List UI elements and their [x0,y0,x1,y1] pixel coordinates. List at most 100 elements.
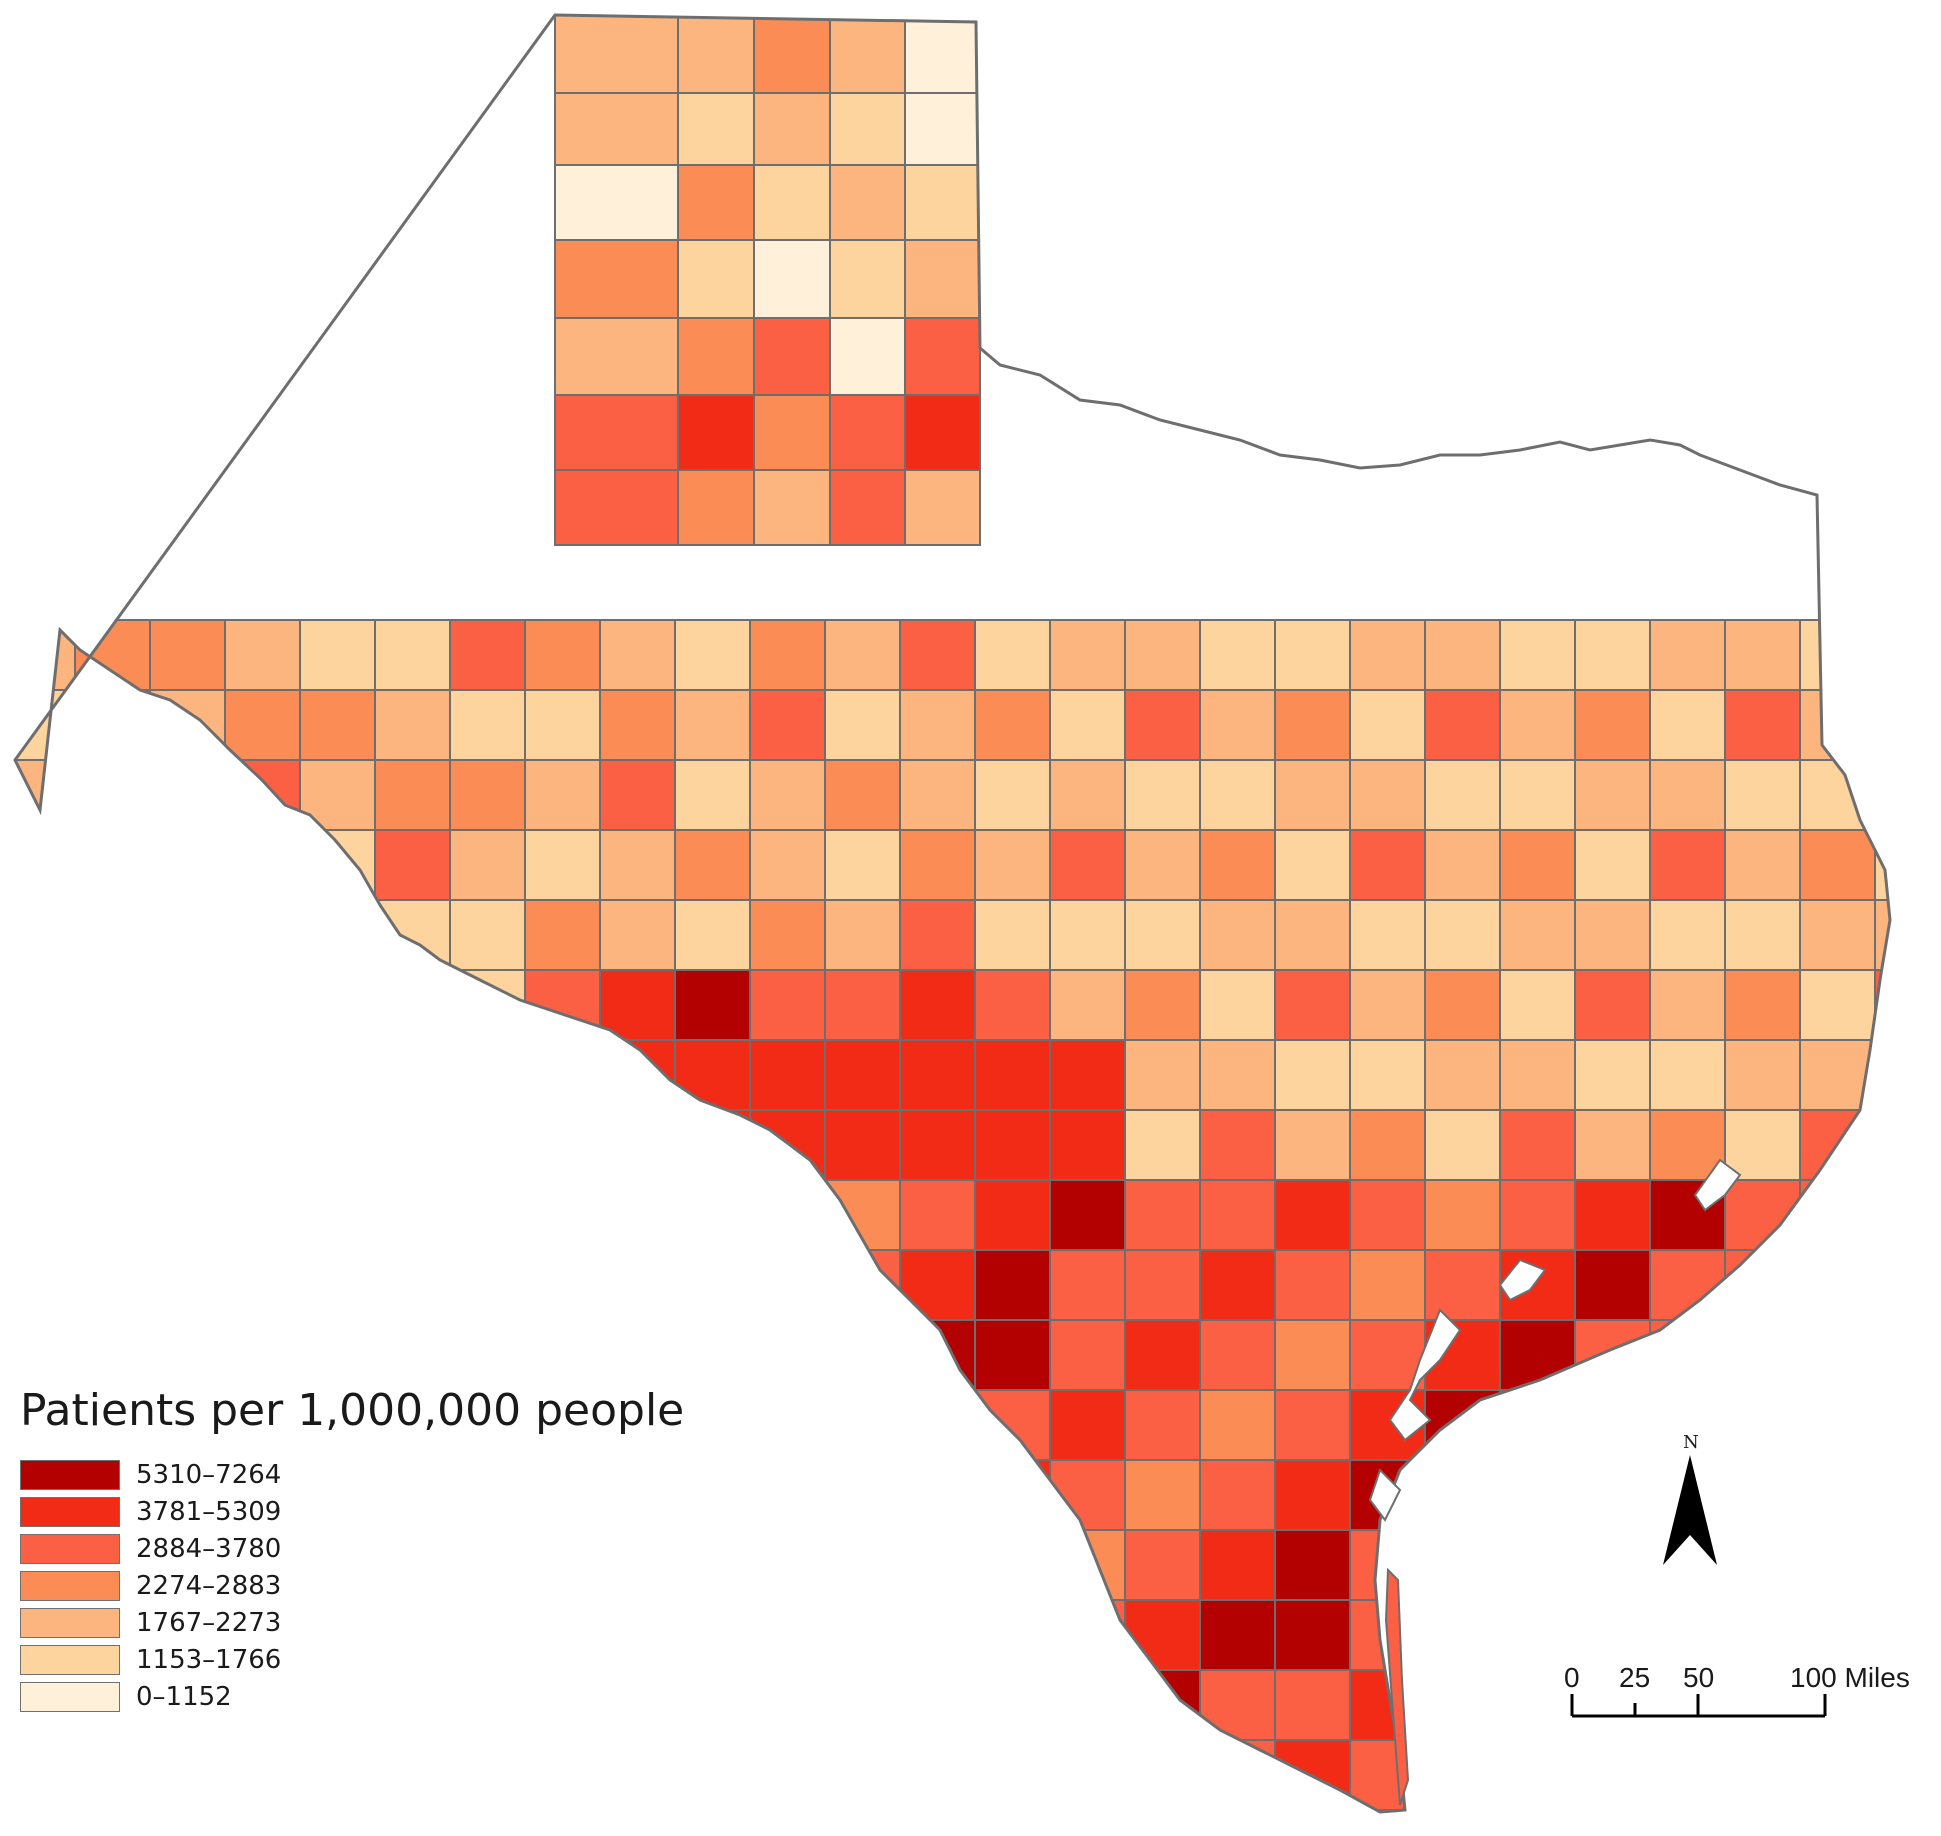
county-polygon [1049,689,1126,761]
legend-item: 1767–2273 [20,1608,281,1638]
county-polygon [824,689,901,761]
county-polygon [1799,1529,1876,1601]
county-polygon [15,1039,76,1111]
county-polygon [974,1669,1051,1741]
county-polygon [1499,1179,1576,1251]
county-polygon [829,239,906,319]
county-polygon [374,1109,451,1181]
county-polygon [753,164,831,241]
county-polygon [15,1249,76,1321]
county-polygon [299,1249,376,1321]
county-polygon [1274,1389,1351,1461]
county-polygon [677,164,755,241]
county-polygon [599,1669,676,1741]
county-polygon [149,899,226,971]
county-polygon [899,1249,976,1321]
county-polygon [224,1179,301,1251]
county-polygon [824,759,901,831]
county-polygon [1424,1669,1501,1741]
county-polygon [1799,1319,1876,1391]
county-polygon [1124,1389,1201,1461]
county-polygon [299,1529,376,1601]
county-polygon [1049,1249,1126,1321]
county-polygon [1049,899,1126,971]
legend-label: 5310–7264 [136,1460,282,1490]
county-polygon [899,1179,976,1251]
county-polygon [374,1179,451,1251]
county-polygon [1874,1529,1890,1601]
county-polygon [1124,829,1201,901]
county-polygon [1724,1319,1801,1391]
legend-item: 2884–3780 [20,1534,281,1564]
county-polygon [1799,759,1876,831]
county-polygon [974,1459,1051,1531]
county-polygon [1574,1319,1651,1391]
county-polygon [674,1179,751,1251]
county-polygon [1199,689,1276,761]
county-polygon [1124,1459,1201,1531]
county-polygon [1424,1459,1501,1531]
county-polygon [1799,1599,1876,1671]
county-polygon [1274,759,1351,831]
county-polygon [1199,1179,1276,1251]
county-polygon [824,1529,901,1601]
county-polygon [1724,1809,1801,1812]
county-polygon [904,394,981,471]
county-polygon [374,969,451,1041]
county-polygon [1349,1039,1426,1111]
county-polygon [1424,1249,1501,1321]
county-polygon [1649,1039,1726,1111]
county-polygon [899,689,976,761]
county-polygon [904,239,981,319]
county-polygon [1574,1739,1651,1811]
county-polygon [374,1809,451,1812]
county-polygon [1874,1039,1890,1111]
county-polygon [677,92,755,166]
county-polygon [899,1039,976,1111]
legend-swatch [20,1682,120,1712]
county-polygon [1574,619,1651,691]
county-polygon [599,1459,676,1531]
county-polygon [749,1809,826,1812]
county-polygon [299,619,376,691]
county-polygon [899,1389,976,1461]
county-polygon [674,899,751,971]
county-polygon [1049,1739,1126,1811]
county-polygon [1574,1389,1651,1461]
county-polygon [1724,1599,1801,1671]
county-polygon [974,1739,1051,1811]
county-polygon [524,1669,601,1741]
county-polygon [1649,1529,1726,1601]
county-polygon [824,1739,901,1811]
county-polygon [677,469,755,546]
county-polygon [374,1459,451,1531]
county-polygon [824,1319,901,1391]
county-polygon [374,689,451,761]
county-polygon [1124,759,1201,831]
county-polygon [1649,899,1726,971]
county-polygon [1874,969,1890,1041]
county-polygon [1199,899,1276,971]
legend-label: 1767–2273 [136,1608,282,1638]
county-polygon [1424,1599,1501,1671]
county-polygon [1274,689,1351,761]
county-polygon [449,1039,526,1111]
county-polygon [224,1669,301,1741]
legend-item: 2274–2883 [20,1571,281,1601]
county-polygon [974,1249,1051,1321]
county-polygon [1274,619,1351,691]
legend-swatch [20,1608,120,1638]
county-polygon [1874,1319,1890,1391]
county-polygon [1724,1669,1801,1741]
county-polygon [299,1459,376,1531]
county-polygon [449,619,526,691]
county-polygon [224,1319,301,1391]
county-polygon [824,899,901,971]
county-polygon [599,969,676,1041]
county-polygon [524,689,601,761]
county-polygon [1274,1669,1351,1741]
county-polygon [1649,1739,1726,1811]
county-polygon [449,1179,526,1251]
county-polygon [1124,1739,1201,1811]
